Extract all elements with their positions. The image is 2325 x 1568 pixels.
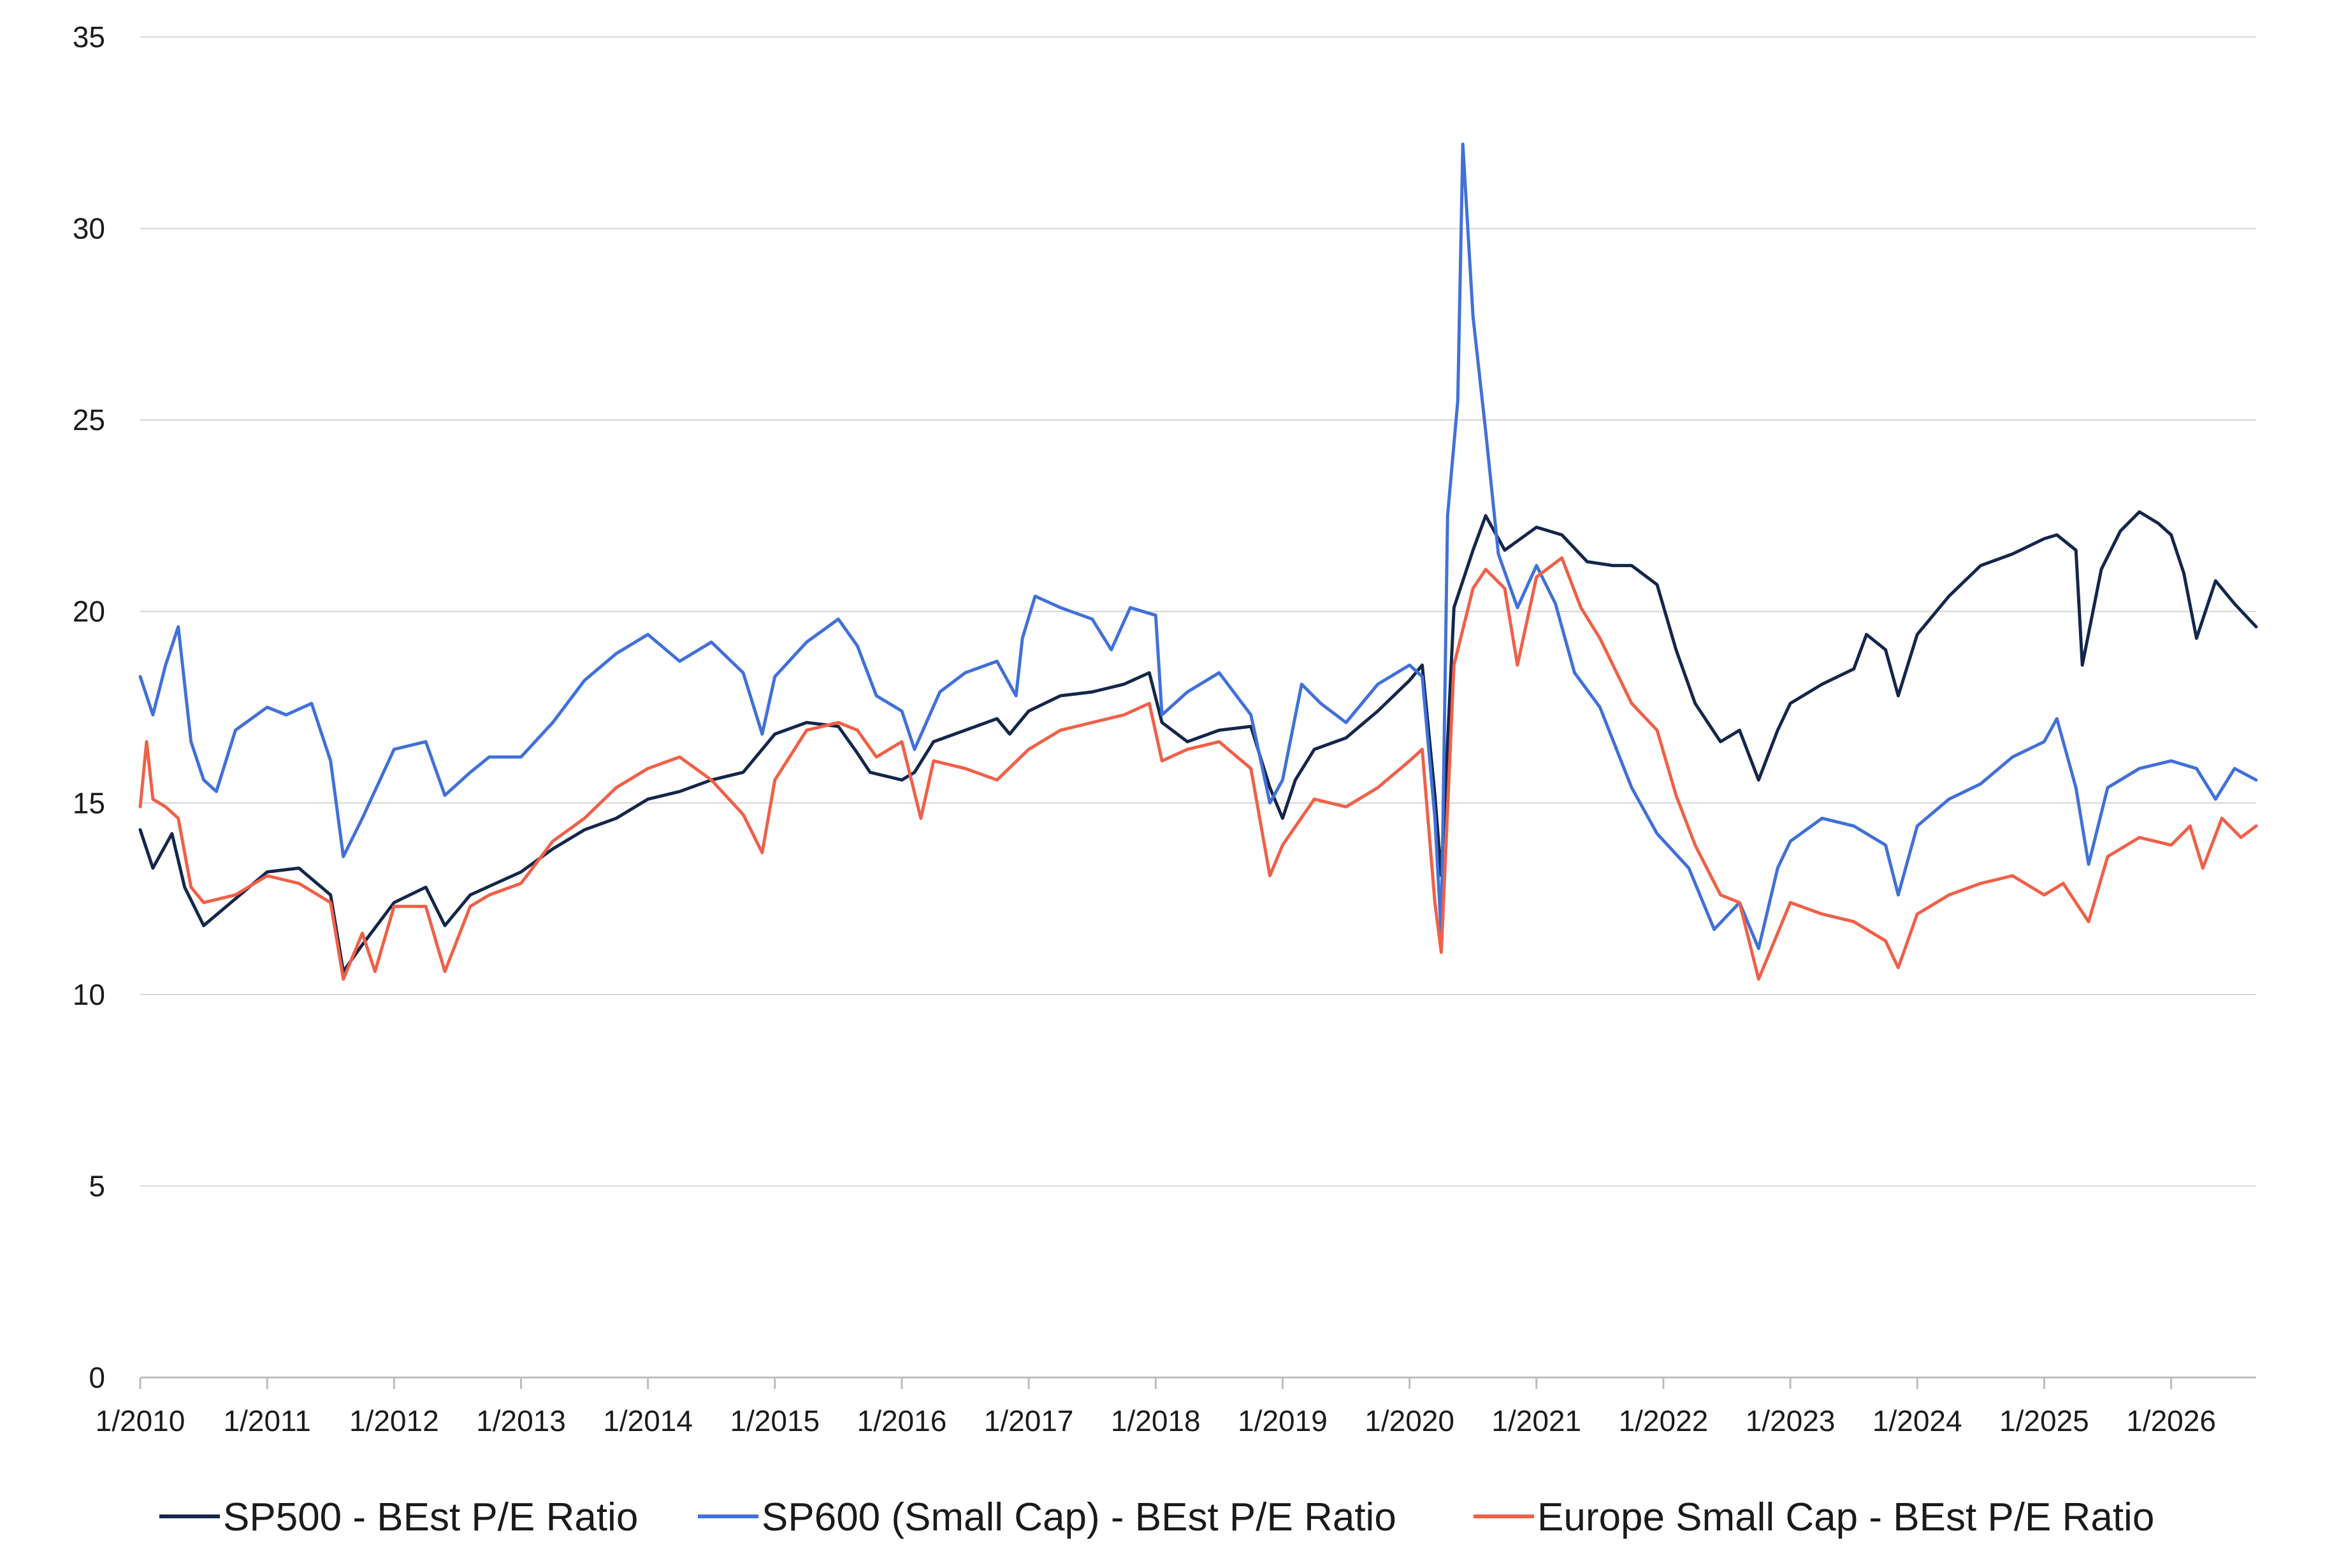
series-line-3 xyxy=(138,556,2258,981)
x-tick-label: 1/2023 xyxy=(1746,1404,1836,1437)
x-tick-label: 1/2021 xyxy=(1491,1404,1581,1437)
legend-label: Europe Small Cap - BEst P/E Ratio xyxy=(1537,1495,2154,1539)
x-tick-label: 1/2019 xyxy=(1238,1404,1328,1437)
x-tick-label: 1/2024 xyxy=(1872,1404,1962,1437)
y-tick-label: 5 xyxy=(89,1169,105,1202)
x-axis: 1/2010 1/2011 1/2012 1/2013 1/2014 1/2015 1/20… xyxy=(96,1376,2256,1437)
y-tick-label: 25 xyxy=(73,403,105,436)
y-tick-label: 30 xyxy=(73,212,105,245)
x-tick-label: 1/2017 xyxy=(984,1404,1074,1437)
x-tick-label: 1/2026 xyxy=(2126,1404,2216,1437)
series-line-2 xyxy=(138,142,2258,951)
x-tick-label: 1/2011 xyxy=(224,1404,311,1437)
x-tick-label: 1/2018 xyxy=(1111,1404,1201,1437)
y-tick-label: 10 xyxy=(73,978,105,1011)
y-tick-label: 35 xyxy=(73,20,105,54)
x-tick-label: 1/2012 xyxy=(349,1404,439,1437)
x-tick-label: 1/2015 xyxy=(730,1404,820,1437)
y-tick-label: 20 xyxy=(73,595,105,628)
x-tick-label: 1/2013 xyxy=(476,1404,566,1437)
y-tick-label: 0 xyxy=(89,1361,105,1394)
x-tick-label: 1/2020 xyxy=(1365,1404,1454,1437)
y-tick-label: 15 xyxy=(73,786,105,819)
x-tick-label: 1/2025 xyxy=(1999,1404,2089,1437)
series-lines xyxy=(138,142,2258,981)
series-line-1 xyxy=(138,510,2258,974)
legend-label: SP500 - BEst P/E Ratio xyxy=(223,1495,638,1539)
gridlines xyxy=(140,36,2256,1187)
x-tick-label: 1/2016 xyxy=(857,1404,947,1437)
legend: SP500 - BEst P/E Ratio SP600 (Small Cap) … xyxy=(159,1495,2154,1539)
x-tick-label: 1/2010 xyxy=(96,1404,185,1437)
y-axis: 0 5 10 15 20 25 30 35 xyxy=(73,20,105,1394)
x-tick-label: 1/2022 xyxy=(1619,1404,1709,1437)
legend-label: SP600 (Small Cap) - BEst P/E Ratio xyxy=(762,1495,1396,1539)
x-tick-label: 1/2014 xyxy=(603,1404,693,1437)
